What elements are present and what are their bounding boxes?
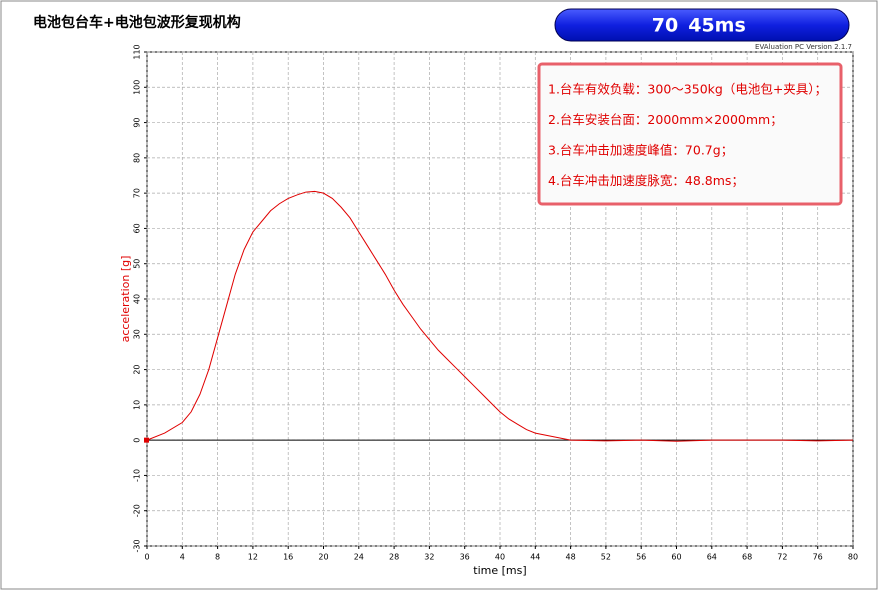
x-tick-label: 56 (636, 553, 646, 562)
origin-marker (144, 437, 149, 443)
curve (146, 190, 854, 442)
chart-title: 电池包台车+电池包波形复现机构 (33, 14, 241, 31)
y-tick-label: 30 (133, 329, 142, 339)
x-tick-label: 52 (601, 553, 611, 562)
y-axis-label: acceleration [g] (119, 256, 132, 343)
y-tick-label: 40 (133, 294, 142, 304)
note: 4.台车冲击加速度脉宽：48.8ms； (548, 173, 744, 188)
note: 2.台车安装台面：2000mm×2000mm； (548, 112, 783, 127)
x-tick-label: 72 (777, 553, 787, 562)
y-tick-label: -30 (133, 539, 142, 552)
note: 1.台车有效负载：300～350kg（电池包+夹具）； (548, 82, 827, 97)
note: 3.台车冲击加速度峰值：70.7g； (548, 143, 733, 158)
y-tick-label: 90 (133, 117, 142, 127)
note-box (537, 62, 843, 206)
x-axis-label: time [ms] (473, 564, 526, 577)
y-tick-label: 50 (133, 259, 142, 269)
y-tick-label: 60 (133, 223, 142, 233)
y-tick-label: -10 (133, 469, 142, 482)
badge (554, 8, 850, 42)
x-tick-label: 24 (354, 553, 364, 562)
x-tick-label: 76 (813, 553, 823, 562)
y-tick-label: 0 (133, 438, 142, 443)
x-tick-label: 12 (248, 553, 258, 562)
x-tick-label: 16 (283, 553, 293, 562)
x-tick-label: 0 (144, 553, 149, 562)
y-tick-label: 80 (133, 153, 142, 163)
x-tick-label: 40 (495, 553, 505, 562)
x-tick-label: 68 (742, 553, 752, 562)
x-tick-label: 28 (389, 553, 399, 562)
y-tick-label: 100 (133, 80, 142, 95)
y-tick-label: 110 (133, 44, 142, 59)
x-tick-label: 48 (566, 553, 576, 562)
version: EVAluation PC Version 2.1.7 (755, 43, 852, 51)
x-tick-label: 80 (848, 553, 858, 562)
x-tick-label: 32 (424, 553, 434, 562)
x-tick-label: 20 (318, 553, 328, 562)
x-tick-label: 8 (215, 553, 220, 562)
badge-value: 70 (652, 15, 678, 37)
y-tick-label: -20 (133, 504, 142, 517)
x-tick-label: 44 (530, 553, 540, 562)
x-tick-label: 60 (671, 553, 681, 562)
y-tick-label: 70 (133, 188, 142, 198)
badge-duration: 45ms (688, 15, 746, 37)
y-tick-label: 20 (133, 364, 142, 374)
x-tick-label: 36 (460, 553, 470, 562)
x-tick-label: 64 (707, 553, 717, 562)
x-tick-label: 4 (180, 553, 185, 562)
y-tick-label: 10 (133, 400, 142, 410)
